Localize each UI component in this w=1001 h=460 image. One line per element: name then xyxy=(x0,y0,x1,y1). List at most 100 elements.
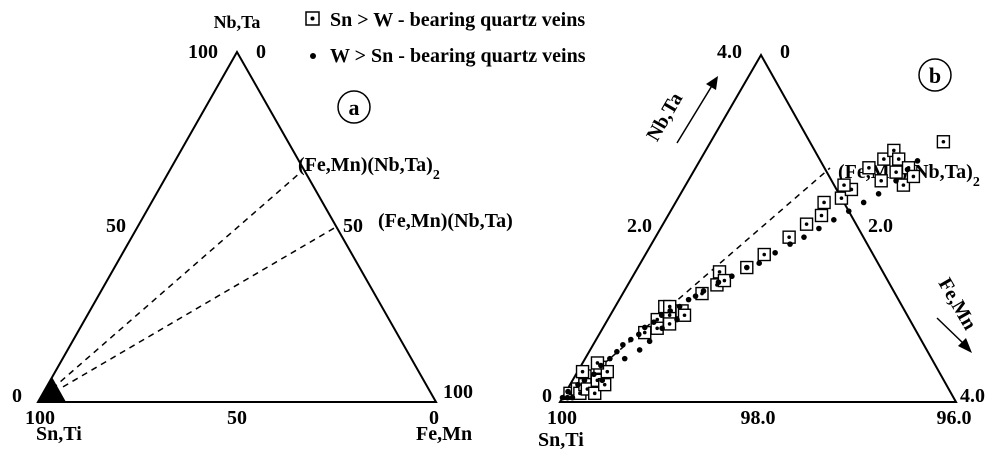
w-point xyxy=(787,241,793,247)
w-point xyxy=(816,225,822,232)
sn-point-dot xyxy=(867,165,871,170)
sn-point-dot xyxy=(822,200,826,205)
panel-a: a Nb,Ta Sn,Ti Fe,Mn 100 0 50 50 0 100 10… xyxy=(12,12,513,445)
w-point xyxy=(772,249,778,256)
panel-a-tick-right-mid: 50 xyxy=(343,215,363,237)
w-point xyxy=(607,355,613,362)
panel-b-letter-circle xyxy=(918,58,952,92)
w-point xyxy=(845,208,852,214)
panel-a-tick-bottom-right: 0 xyxy=(429,407,439,429)
w-point xyxy=(646,338,653,345)
sn-point-dot xyxy=(804,222,809,226)
w-point xyxy=(700,288,707,294)
panel-b-arrow-left xyxy=(676,83,714,144)
sn-point-dot xyxy=(941,139,946,144)
sn-point-dot xyxy=(717,270,722,274)
sn-point-dot xyxy=(595,361,600,365)
panel-b-data-points xyxy=(559,135,951,401)
legend-sn-label: Sn > W - bearing quartz veins xyxy=(330,9,585,31)
w-point xyxy=(621,355,628,362)
w-point xyxy=(559,394,566,401)
panel-b-reference-line xyxy=(561,167,831,401)
sn-point-dot xyxy=(722,278,727,283)
panel-a-tick-bottom-mid: 50 xyxy=(227,407,247,429)
w-point xyxy=(614,348,620,355)
panel-b-tick-top-right: 0 xyxy=(780,41,790,63)
panel-b-apex-left: Sn,Ti xyxy=(538,429,584,451)
w-point xyxy=(636,347,643,353)
sn-point-dot xyxy=(882,157,886,161)
w-point xyxy=(650,319,657,325)
panel-a-tick-corner-right: 100 xyxy=(443,381,473,403)
panel-a-ref-label-1: (Fe,Mn)(Nb,Ta) xyxy=(378,210,513,232)
w-point xyxy=(801,234,807,240)
panel-a-triangle xyxy=(36,49,438,403)
legend-w-label: W > Sn - bearing quartz veins xyxy=(330,45,586,67)
panel-a-data-field xyxy=(38,377,66,402)
panel-a-ref-label-2: (Fe,Mn)(Nb,Ta)2 xyxy=(298,154,440,183)
sn-point-dot xyxy=(682,313,687,318)
w-point xyxy=(598,362,604,369)
sn-point-dot xyxy=(580,369,585,374)
sn-point-dot xyxy=(896,157,901,161)
w-point xyxy=(599,377,606,384)
panel-a-ref-label-2-main: (Fe,Mn)(Nb,Ta) xyxy=(298,154,433,176)
sn-point-dot xyxy=(787,235,791,239)
w-point xyxy=(685,296,692,303)
w-point xyxy=(569,394,576,401)
w-point xyxy=(914,158,921,164)
panel-a-tick-top-left: 100 xyxy=(188,41,218,63)
panel-b-ref-label-sub: 2 xyxy=(973,175,980,190)
sn-point-dot xyxy=(667,304,672,309)
panel-a-apex-top: Nb,Ta xyxy=(214,12,261,32)
w-point xyxy=(565,388,571,395)
panel-a-ref-label-2-sub: 2 xyxy=(433,168,440,183)
w-point xyxy=(715,279,722,286)
w-point xyxy=(743,264,750,271)
w-point xyxy=(564,394,571,401)
sn-point-dot xyxy=(839,196,844,200)
panel-a-tick-left-mid: 50 xyxy=(106,215,126,237)
w-point xyxy=(641,324,648,331)
w-point xyxy=(831,217,837,223)
panel-b-tick-top-left: 4.0 xyxy=(717,41,742,63)
w-point xyxy=(893,177,899,184)
w-point xyxy=(729,273,735,280)
w-point xyxy=(860,199,867,206)
sn-point-dot xyxy=(842,183,846,187)
panel-b-triangle xyxy=(558,52,958,403)
sn-point-dot xyxy=(667,313,672,318)
sn-point-dot xyxy=(667,322,672,326)
w-point xyxy=(667,308,673,314)
panel-b: b 4.0 0 2.0 2.0 0 4.0 100 98.0 96.0 Sn,T… xyxy=(538,41,985,451)
w-point xyxy=(674,316,680,323)
sn-point-dot xyxy=(892,148,896,153)
sn-point-dot xyxy=(901,183,906,187)
panel-a-apex-right: Fe,Mn xyxy=(416,423,472,445)
w-point xyxy=(635,331,642,338)
sn-point-dot xyxy=(762,252,767,257)
panel-b-tick-bottom-right: 96.0 xyxy=(937,407,972,429)
w-point xyxy=(676,303,683,310)
w-point xyxy=(591,371,597,378)
sn-point-dot xyxy=(655,317,660,322)
panel-a-reference-line-1 xyxy=(43,226,337,399)
panel-a-tick-bottom-left: 100 xyxy=(25,407,55,429)
panel-a-letter-circle xyxy=(337,90,371,124)
w-point xyxy=(628,336,634,343)
w-point xyxy=(581,377,588,384)
panel-b-tick-corner-right: 4.0 xyxy=(960,385,985,407)
sn-point-dot xyxy=(819,213,824,218)
w-point xyxy=(875,191,882,197)
panel-b-arrowhead-left xyxy=(706,76,718,90)
legend-w-marker xyxy=(310,53,316,59)
legend: Sn > W - bearing quartz veins W > Sn - b… xyxy=(305,9,586,67)
w-point xyxy=(692,293,699,299)
sn-point-dot xyxy=(642,330,647,335)
panel-b-arrow-right xyxy=(936,317,966,346)
panel-b-arrowhead-right xyxy=(958,338,972,353)
sn-point-dot xyxy=(879,178,883,183)
panel-a-letter: a xyxy=(349,95,360,120)
panel-b-tick-left-mid: 2.0 xyxy=(627,215,652,237)
panel-a-reference-line-2 xyxy=(43,171,302,397)
